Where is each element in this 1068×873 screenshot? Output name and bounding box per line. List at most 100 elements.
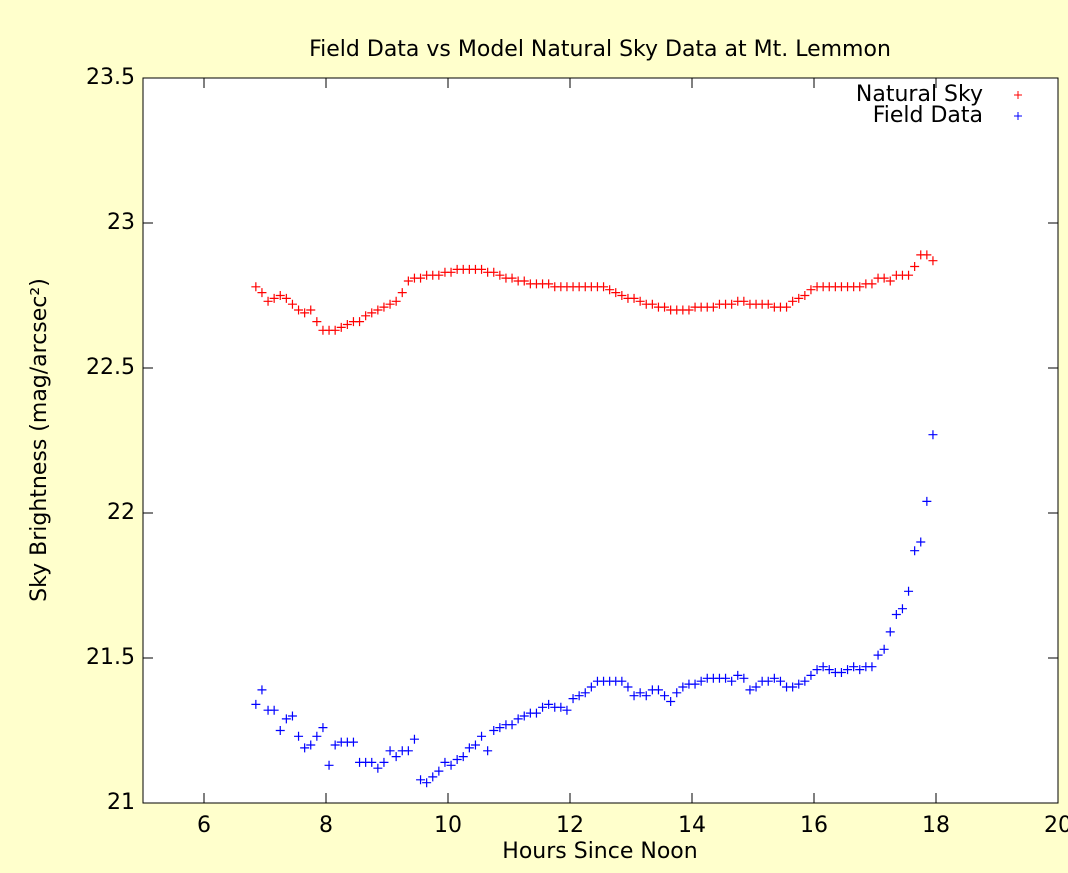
point <box>580 688 590 698</box>
y-tick-label: 22 <box>107 500 135 525</box>
point <box>275 291 285 300</box>
point <box>763 299 773 309</box>
point <box>721 673 731 683</box>
point <box>373 305 383 315</box>
point <box>897 604 907 614</box>
chart-title: Field Data vs Model Natural Sky Data at … <box>309 37 891 62</box>
point <box>843 665 853 675</box>
point <box>397 288 407 298</box>
point <box>641 691 651 701</box>
point <box>690 679 700 689</box>
point <box>800 676 810 686</box>
point <box>348 737 358 747</box>
point <box>367 308 377 318</box>
point <box>836 668 846 677</box>
y-tick-label: 22.5 <box>86 355 135 380</box>
point <box>879 273 889 283</box>
x-tick-label: 20 <box>1044 813 1068 838</box>
point <box>330 325 340 335</box>
point <box>763 676 773 686</box>
point <box>800 291 810 300</box>
point <box>806 670 816 680</box>
point <box>904 586 914 596</box>
point <box>403 276 413 286</box>
point <box>769 673 779 683</box>
point <box>629 293 639 303</box>
point <box>519 711 529 721</box>
point <box>300 743 310 753</box>
point <box>544 699 554 709</box>
point <box>446 267 456 277</box>
point <box>574 691 584 701</box>
point <box>330 740 340 750</box>
point <box>519 276 529 286</box>
point <box>928 256 938 266</box>
point <box>745 685 755 695</box>
point <box>849 662 859 672</box>
point <box>251 699 261 709</box>
point <box>788 296 798 306</box>
point <box>342 320 352 329</box>
point <box>257 288 267 298</box>
point <box>678 682 688 692</box>
point <box>379 757 389 767</box>
point <box>696 676 706 686</box>
point <box>556 702 566 712</box>
point <box>647 299 657 309</box>
point <box>409 734 419 744</box>
point <box>403 746 413 756</box>
point <box>635 688 645 698</box>
point <box>605 285 615 295</box>
x-axis-label: Hours Since Noon <box>502 839 697 864</box>
point <box>891 610 901 619</box>
plot-area <box>142 77 1059 804</box>
point <box>464 743 474 753</box>
x-tick-label: 12 <box>556 813 584 838</box>
point <box>495 270 505 280</box>
y-tick-label: 23 <box>107 210 135 235</box>
point <box>568 694 578 704</box>
point <box>458 752 468 762</box>
point <box>336 322 346 332</box>
point <box>306 740 316 750</box>
point <box>483 746 493 756</box>
point <box>269 293 279 303</box>
point <box>684 305 694 315</box>
point <box>733 670 743 680</box>
point <box>739 673 749 683</box>
x-tick-label: 16 <box>800 813 828 838</box>
point <box>324 760 334 770</box>
point <box>477 731 487 741</box>
point <box>251 282 261 292</box>
point <box>672 688 682 698</box>
point <box>434 766 444 776</box>
point <box>879 644 889 654</box>
point <box>269 705 279 715</box>
legend-label: Field Data <box>873 103 983 128</box>
point <box>904 270 914 280</box>
point <box>635 296 645 306</box>
point <box>300 308 310 318</box>
point <box>531 708 541 718</box>
point <box>708 302 718 312</box>
x-tick-label: 6 <box>197 813 211 838</box>
point <box>623 682 633 692</box>
point <box>794 679 804 689</box>
point <box>775 676 785 686</box>
point <box>306 305 316 315</box>
point <box>318 723 328 733</box>
point <box>660 691 670 701</box>
point <box>373 763 383 773</box>
point <box>910 546 920 556</box>
point <box>312 317 322 327</box>
point <box>629 691 639 701</box>
point <box>477 264 487 274</box>
point <box>867 279 877 289</box>
point <box>294 305 304 315</box>
point <box>379 302 389 312</box>
point <box>440 757 450 767</box>
point <box>257 685 267 695</box>
point <box>422 778 432 788</box>
